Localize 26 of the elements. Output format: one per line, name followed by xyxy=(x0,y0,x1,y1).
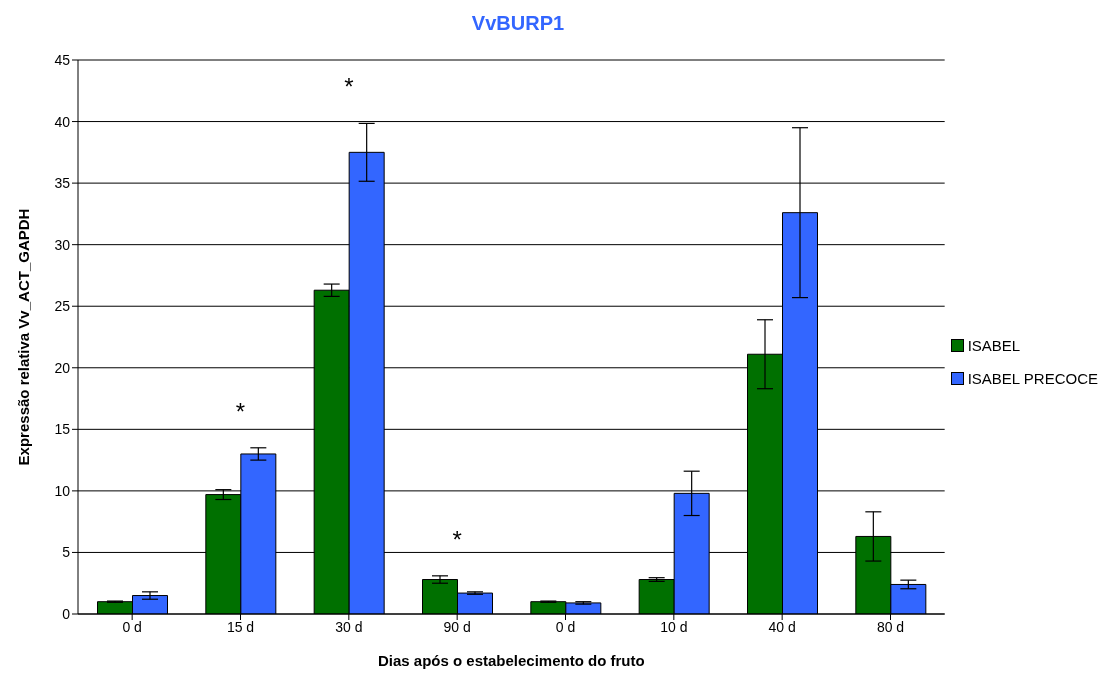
x-tick-label: 80 d xyxy=(876,618,905,635)
y-tick-label: 35 xyxy=(54,175,71,192)
y-tick-label: 30 xyxy=(54,236,71,253)
y-tick-label: 15 xyxy=(54,421,71,438)
x-tick-label: 10 d xyxy=(660,618,688,635)
y-tick-label: 45 xyxy=(54,51,71,68)
legend-label: ISABEL PRECOCE xyxy=(967,370,1098,387)
y-tick-label: 40 xyxy=(54,113,71,130)
legend-label: ISABEL xyxy=(967,337,1021,354)
x-tick-label: 30 d xyxy=(335,618,363,635)
x-tick-label: 0 d xyxy=(122,618,142,635)
annotation: * xyxy=(452,525,462,553)
y-tick-label: 5 xyxy=(62,544,71,561)
y-tick-label: 25 xyxy=(54,298,71,315)
x-tick-label: 40 d xyxy=(768,618,796,635)
y-tick-label: 20 xyxy=(54,359,71,376)
y-tick-label: 10 xyxy=(54,482,71,499)
y-axis-title: Expressão relativa Vv_ACT_GAPDH xyxy=(15,208,33,466)
y-tick-label: 0 xyxy=(62,605,71,622)
chart-title: VvBURP1 xyxy=(470,11,566,36)
x-tick-label: 0 d xyxy=(555,618,576,635)
x-tick-label: 15 d xyxy=(226,618,255,635)
x-tick-label: 90 d xyxy=(443,618,471,635)
annotation: * xyxy=(235,397,246,425)
x-axis-title: Dias após o estabelecimento do fruto xyxy=(377,652,645,669)
annotation: * xyxy=(344,73,354,101)
